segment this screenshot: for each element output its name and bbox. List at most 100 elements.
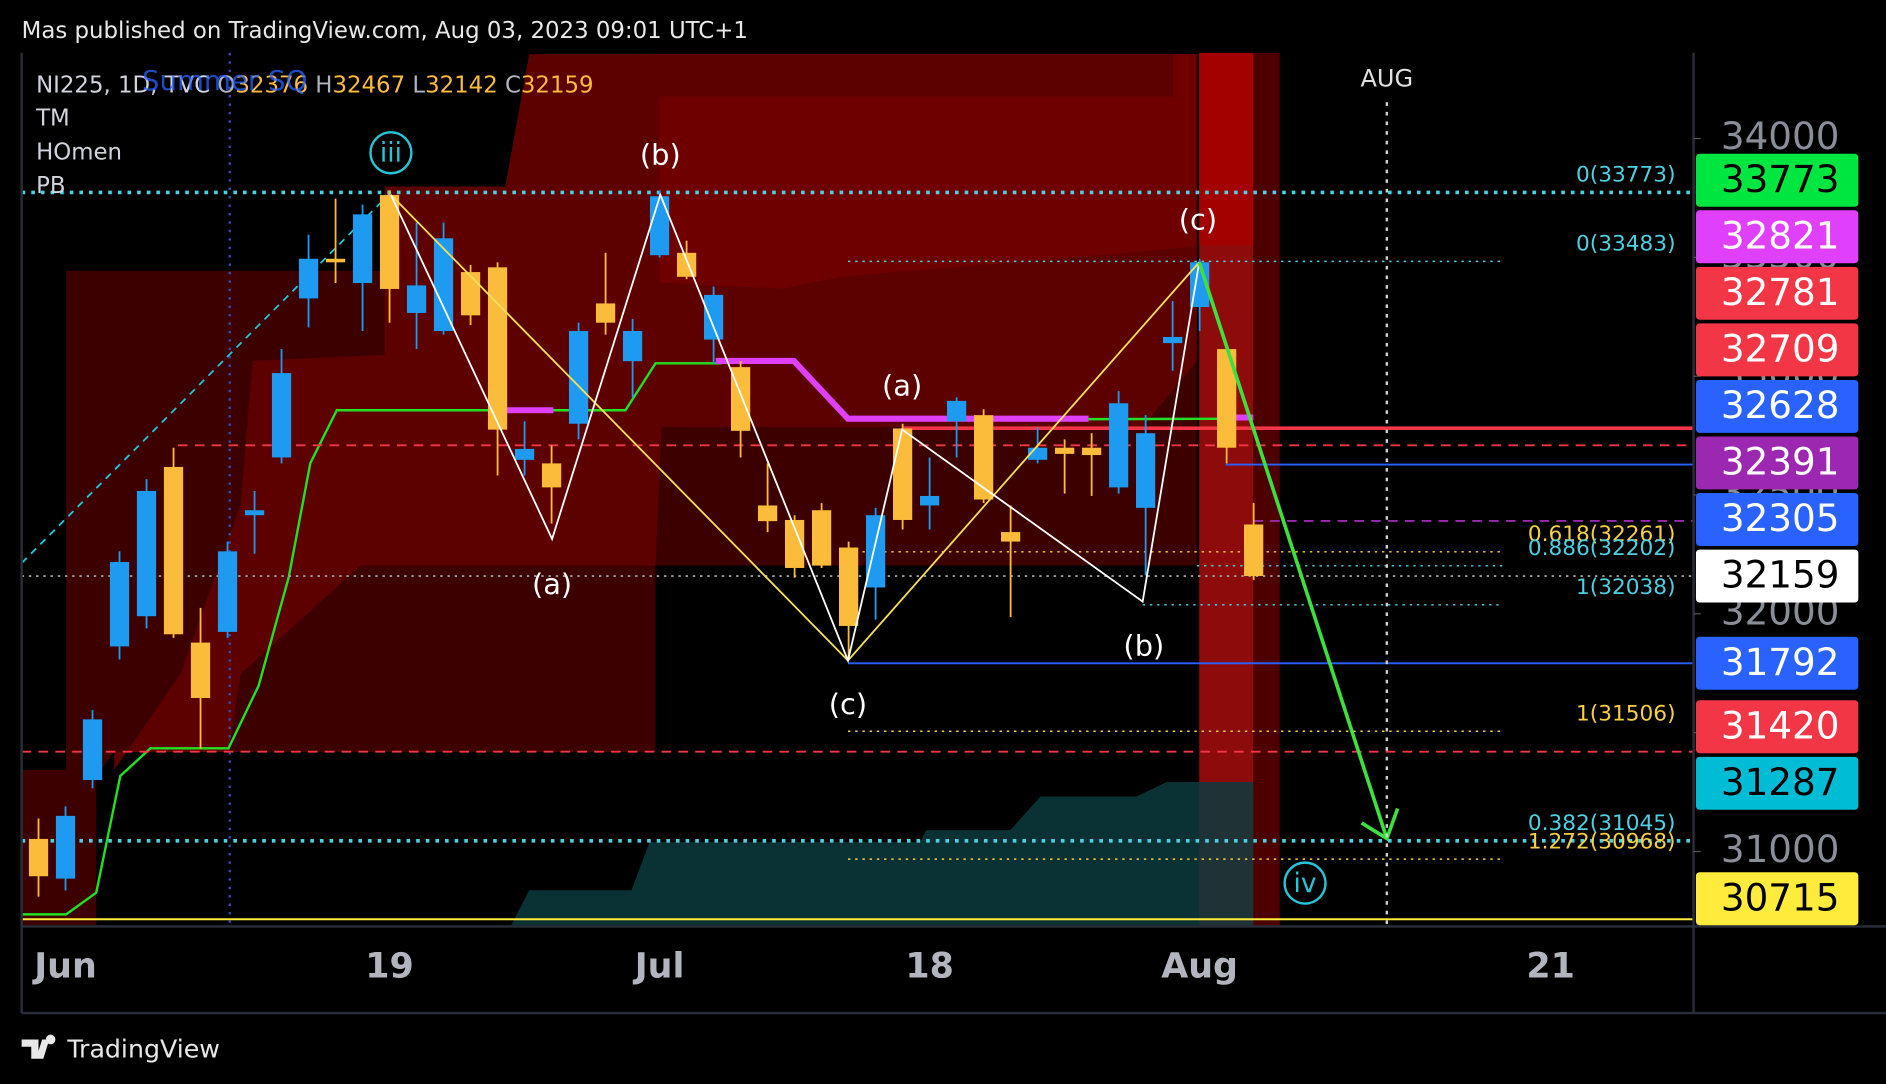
price-label-box: [1695, 493, 1859, 546]
price-label: 32781: [1721, 270, 1840, 314]
candle-body: [1055, 447, 1075, 454]
ohlc-value: 32142: [425, 72, 498, 98]
wave-label: (c): [1179, 202, 1217, 236]
ohlc-value: 32467: [332, 72, 405, 98]
candle-body: [406, 285, 427, 313]
candle-body: [622, 331, 643, 362]
x-tick-label: 19: [365, 946, 414, 986]
time-axis: Jun 19 Jul 18 Aug 21: [32, 946, 1575, 986]
x-tick-label: Aug: [1161, 946, 1238, 986]
candle-body: [244, 510, 265, 516]
price-label: 32821: [1721, 213, 1840, 257]
candle-body: [784, 519, 805, 568]
candle-body: [1217, 349, 1237, 448]
period-label: AUG: [1360, 64, 1413, 92]
wave-label: (b): [1123, 628, 1164, 662]
wave-circle: [369, 131, 413, 175]
candle-body: [487, 267, 508, 430]
projection-arrow: [1197, 261, 1389, 840]
study-name: Summer SQ: [142, 64, 307, 97]
fib-label: 0.886(32202): [1528, 536, 1676, 561]
candle-body: [325, 258, 346, 263]
candle-body: [568, 331, 589, 424]
indicator-line: [21, 362, 722, 916]
candle-body: [919, 495, 940, 506]
wave-label: (b): [640, 137, 681, 171]
wave-label: (a): [882, 368, 922, 402]
wave-drawings: iii (b) (a) (a) (c) (b) (c) iv AUG: [369, 64, 1413, 926]
y-tick-label: 34000: [1721, 114, 1840, 158]
candle-body: [1163, 336, 1183, 344]
candle-body: [163, 466, 184, 635]
candle-body: [82, 719, 103, 780]
ohlc-prefix: O: [217, 72, 235, 98]
candle-body: [757, 505, 778, 522]
y-tick-label: 31000: [1721, 827, 1840, 871]
ohlc-prefix: C: [505, 72, 521, 98]
indicator-name: HOmen: [36, 139, 122, 165]
x-tick-label: 21: [1526, 946, 1575, 986]
price-label: 31287: [1721, 760, 1840, 804]
candle-body: [109, 562, 130, 647]
price-label-box: [1695, 549, 1859, 603]
price-label-box: [1695, 266, 1859, 320]
candle-body: [28, 838, 49, 877]
candle-body: [1109, 403, 1129, 488]
wave-line: [390, 192, 1201, 664]
ohlc-value: 32376: [235, 72, 308, 98]
price-label-box: [1695, 210, 1859, 264]
candle-body: [811, 510, 832, 566]
fib-label: 0(33483): [1576, 232, 1675, 257]
fib-label: 1(32038): [1576, 575, 1675, 600]
candle-body: [136, 490, 157, 617]
cloud: [511, 782, 1254, 926]
wave-label: iv: [1294, 868, 1317, 899]
price-label: 32305: [1721, 496, 1840, 540]
candle-body: [703, 294, 724, 340]
candle-body: [838, 547, 859, 626]
candles: [28, 190, 1264, 897]
indicator-name: TM: [35, 106, 70, 132]
price-axis: 3100031500320003250033000335003400033773…: [1693, 114, 1859, 926]
x-tick-label: Jun: [32, 946, 97, 986]
highlight-edge: [1253, 52, 1280, 926]
candle-body: [541, 463, 562, 488]
candle-body: [1136, 433, 1156, 508]
wave-label: (a): [532, 567, 572, 601]
candle-body: [865, 515, 886, 588]
candle-body: [352, 214, 373, 284]
indicator-name: PB: [36, 173, 65, 199]
price-label: 33773: [1721, 157, 1840, 201]
logo-mark: [21, 1034, 56, 1059]
candle-body: [298, 258, 319, 299]
fib-label: 0.618(32261): [1528, 522, 1676, 547]
x-tick-label: 18: [905, 946, 954, 986]
price-label-box: [1695, 756, 1859, 810]
candle-body: [676, 252, 697, 277]
candle-body: [271, 373, 292, 458]
candle-body: [460, 272, 481, 316]
price-label-box: [1695, 379, 1859, 433]
publisher: Mas published on TradingView.com, Aug 03…: [22, 18, 748, 44]
candle-body: [1082, 447, 1102, 456]
price-label-box: [1695, 872, 1859, 926]
x-tick-label: Jul: [633, 946, 685, 986]
price-label: 31792: [1721, 640, 1840, 684]
wave-label: iii: [380, 137, 402, 168]
price-label: 31420: [1721, 703, 1840, 747]
price-label: 32391: [1721, 440, 1840, 484]
ohlc-value: 32159: [521, 72, 594, 98]
candle-body: [1244, 524, 1264, 577]
candle-body: [217, 551, 238, 632]
candle-body: [190, 642, 211, 698]
candle-body: [379, 195, 400, 289]
upper-band: [659, 54, 1197, 289]
ohlc-prefix: L: [412, 72, 425, 98]
candle-body: [514, 448, 535, 460]
candle-body: [974, 415, 994, 500]
candle-body: [1001, 532, 1021, 542]
candle-body: [892, 428, 913, 520]
brand: TradingView: [66, 1034, 220, 1063]
